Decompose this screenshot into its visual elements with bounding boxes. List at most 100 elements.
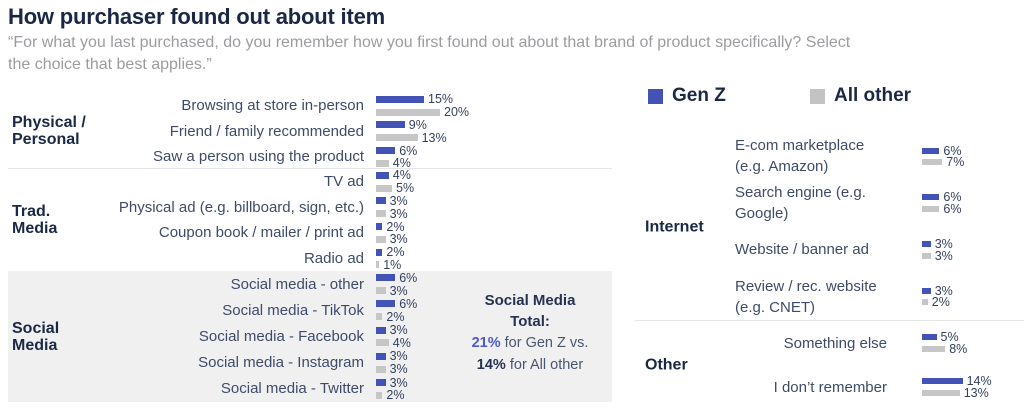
allother-bar-line: 2%	[376, 388, 408, 403]
allother-bar	[922, 252, 931, 259]
allother-value-label: 2%	[386, 388, 405, 403]
chart-row: Social media - Instagram 3% 3%	[8, 349, 612, 377]
row-label: Social media - Facebook	[198, 328, 364, 345]
allother-bar-line: 13%	[922, 386, 992, 400]
bar-group: 2% 1%	[376, 245, 404, 272]
genz-bar-line: 3%	[376, 349, 408, 364]
allother-bar-line: 7%	[922, 155, 965, 170]
genz-bar	[376, 95, 424, 103]
genz-bar-line: 6%	[922, 144, 964, 158]
genz-bar	[376, 171, 389, 179]
allother-value-label: 2%	[386, 309, 405, 324]
allother-value-label: 1%	[383, 257, 402, 272]
allother-bar	[376, 159, 389, 167]
allother-bar-line: 4%	[376, 335, 411, 350]
row-label: I don’t remember	[773, 378, 887, 396]
allother-bar-line: 5%	[376, 181, 415, 196]
bar-group: 6% 2%	[376, 297, 417, 324]
row-label: Website / banner ad	[735, 241, 869, 259]
allother-bar	[922, 299, 928, 306]
category-label: Physical / Personal	[12, 113, 86, 148]
legend-item-genz: Gen Z	[648, 85, 726, 107]
bar-group: 5% 8%	[922, 330, 967, 356]
allother-bar-line: 1%	[376, 257, 404, 272]
bar-group: 3% 3%	[376, 194, 408, 221]
genz-value-label: 3%	[934, 283, 953, 298]
legend-label-allother: All other	[834, 85, 912, 106]
allother-value-label: 4%	[392, 156, 411, 171]
chart-row: Something else 5% 8%	[635, 321, 1024, 365]
allother-value-label: 4%	[392, 335, 411, 350]
allother-value-label: 3%	[934, 248, 953, 263]
allother-value-label: 5%	[396, 181, 415, 196]
row-label: Something else	[783, 334, 887, 352]
chart-row: I don’t remember 14% 13%	[635, 365, 1024, 409]
chart-section: Trad. Media TV ad 4% 5% Physical ad (e.g. bi…	[8, 168, 612, 272]
callout-genz-line: 21% for Gen Z vs.	[452, 332, 608, 354]
genz-value-label: 3%	[389, 194, 408, 208]
bar-group: 3% 3%	[922, 237, 953, 263]
chart-row: TV ad 4% 5%	[8, 168, 612, 196]
genz-bar-line: 3%	[922, 237, 953, 252]
page-title: How purchaser found out about item	[8, 4, 385, 29]
allother-value-label: 13%	[421, 130, 447, 145]
category-label: Internet	[645, 218, 704, 235]
chart-row: Browsing at store in-person 15% 20%	[8, 92, 612, 119]
allother-value-label: 7%	[946, 155, 965, 170]
right-chart-panel: Internet E-com marketplace (e.g. Amazon) 6…	[635, 133, 1024, 409]
chart-subtitle: “For what you last purchased, do you rem…	[8, 34, 851, 73]
bar-group: 2% 3%	[376, 220, 408, 246]
allother-value-label: 3%	[389, 362, 408, 377]
genz-value-label: 3%	[389, 349, 408, 364]
genz-value-label: 14%	[966, 374, 992, 389]
allother-bar	[376, 235, 386, 243]
allother-bar	[376, 134, 418, 142]
row-label: Physical ad (e.g. billboard, sign, etc.)	[118, 198, 364, 216]
category-label: Social Media	[12, 319, 60, 354]
genz-bar-line: 2%	[376, 219, 408, 234]
allother-bar	[376, 108, 440, 116]
genz-bar	[376, 223, 383, 231]
allother-bar-line: 3%	[376, 362, 408, 377]
callout-allother-text: for All other	[505, 357, 584, 373]
legend-label-genz: Gen Z	[672, 85, 726, 106]
row-label: Social media - Instagram	[198, 354, 364, 372]
allother-bar-line: 2%	[922, 295, 953, 309]
allother-bar	[376, 391, 383, 399]
chart-section: Physical / Personal Browsing at store in-…	[8, 92, 612, 171]
row-label: Radio ad	[303, 250, 364, 268]
genz-value-label: 2%	[386, 219, 405, 234]
genz-value-label: 4%	[392, 168, 411, 183]
row-label: Friend / family recommended	[169, 122, 364, 140]
allother-value-label: 3%	[389, 232, 408, 247]
allother-bar	[922, 205, 940, 212]
row-label: Review / rec. website (e.g. CNET)	[735, 277, 877, 316]
chart-row: Radio ad 2% 1%	[8, 245, 612, 272]
genz-bar-line: 3%	[376, 376, 408, 390]
genz-bar	[376, 147, 396, 155]
allother-bar-line: 3%	[376, 207, 408, 221]
genz-bar-line: 14%	[922, 374, 992, 389]
allother-value-label: 3%	[389, 283, 408, 298]
chart-row: Coupon book / mailer / print ad 2% 3%	[8, 220, 612, 247]
genz-value-label: 3%	[934, 237, 953, 252]
chart-row: E-com marketplace (e.g. Amazon) 6% 7%	[635, 133, 1024, 180]
genz-bar-line: 3%	[376, 323, 411, 337]
genz-bar	[922, 147, 940, 154]
chart-section: Social Media Social media - other 6% 3% Soci…	[8, 271, 612, 402]
genz-bar-line: 3%	[376, 194, 408, 208]
social-media-total-callout: Social Media Total: 21% for Gen Z vs. 14…	[452, 290, 608, 376]
allother-bar-line: 3%	[376, 232, 408, 247]
genz-bar	[922, 287, 931, 294]
allother-bar-line: 13%	[376, 130, 447, 145]
allother-bar	[922, 389, 960, 396]
allother-value-label: 6%	[943, 201, 962, 216]
row-label: Saw a person using the product	[153, 148, 364, 166]
allother-bar	[376, 339, 389, 347]
genz-swatch-icon	[648, 88, 663, 104]
row-label: TV ad	[323, 173, 364, 191]
chart-row: Website / banner ad 3% 3%	[635, 227, 1024, 274]
genz-bar	[376, 121, 405, 129]
genz-bar-line: 15%	[376, 92, 469, 106]
